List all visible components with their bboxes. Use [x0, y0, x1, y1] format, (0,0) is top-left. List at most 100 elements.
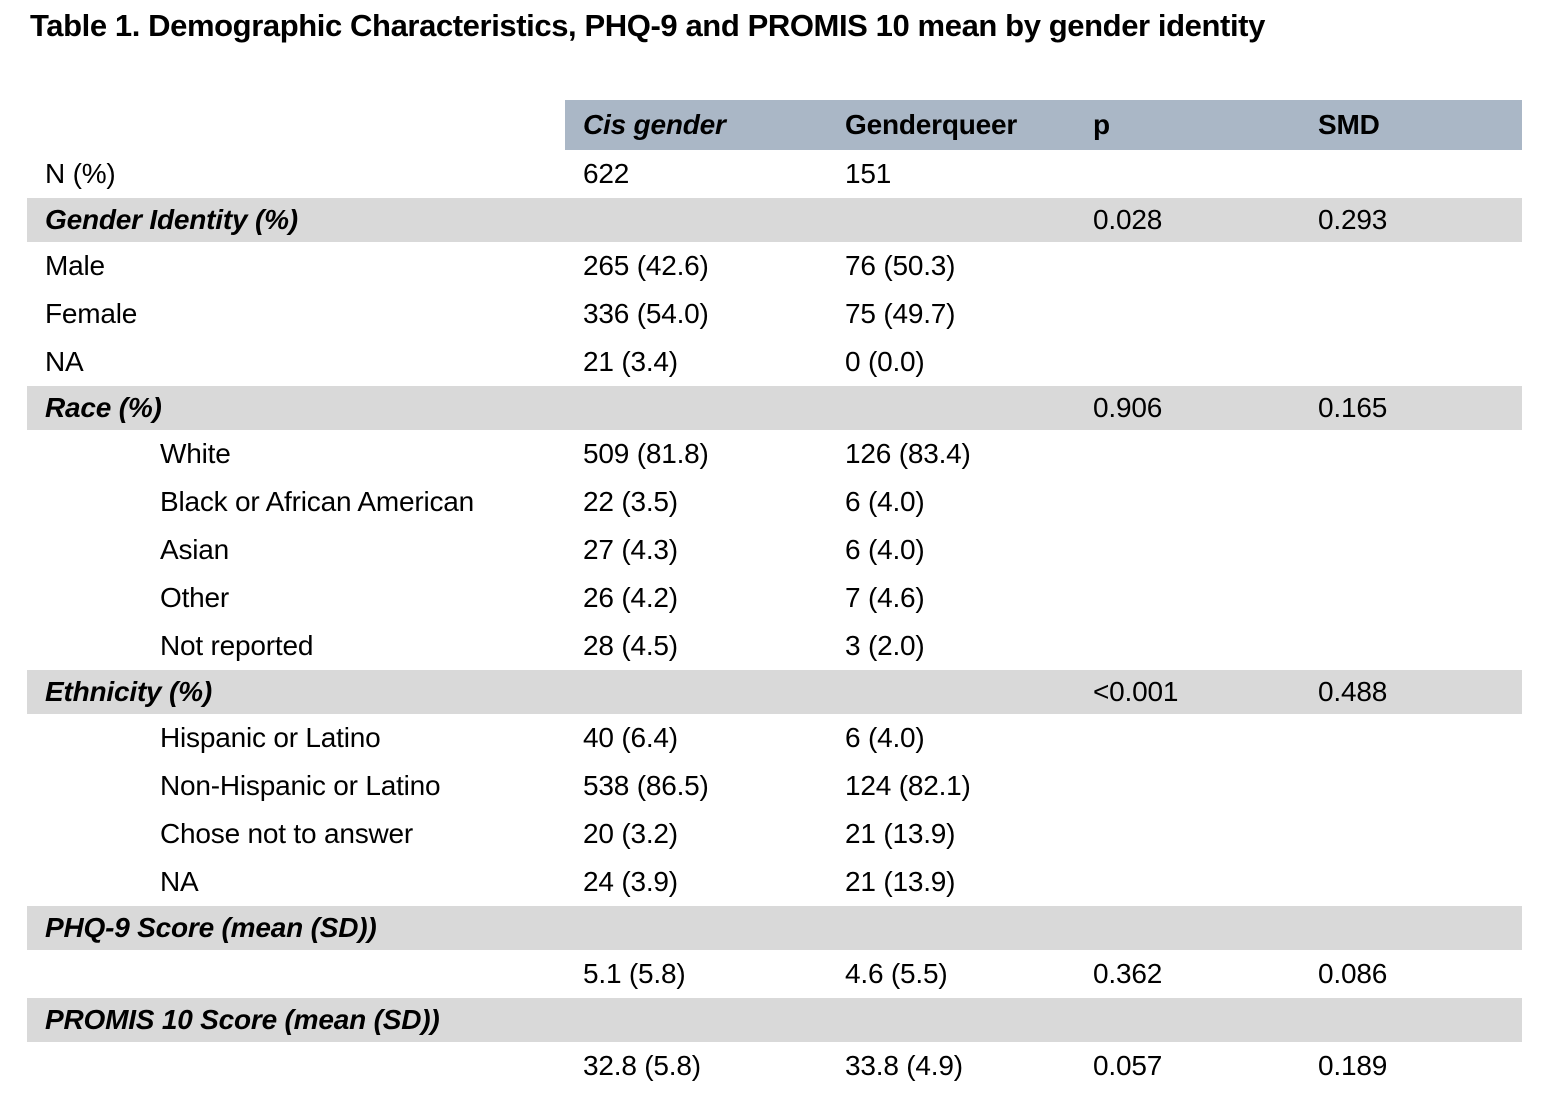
cis-gender-value: 509 (81.8): [565, 430, 827, 478]
row-label: Hispanic or Latino: [27, 714, 565, 762]
table-row-chose-not-answer: Chose not to answer 20 (3.2) 21 (13.9): [27, 810, 1522, 858]
section-label: Race (%): [27, 386, 565, 430]
smd-value: [1300, 858, 1522, 906]
row-label: NA: [27, 858, 565, 906]
smd-value: 0.293: [1300, 198, 1522, 242]
cis-gender-value: 24 (3.9): [565, 858, 827, 906]
row-label: Male: [27, 242, 565, 290]
p-value: [1075, 762, 1300, 810]
section-label: Ethnicity (%): [27, 670, 565, 714]
genderqueer-value: [827, 906, 1075, 950]
cis-gender-value: 21 (3.4): [565, 338, 827, 386]
table-row-na-gender: NA 21 (3.4) 0 (0.0): [27, 338, 1522, 386]
p-value: [1075, 858, 1300, 906]
cis-gender-value: 5.1 (5.8): [565, 950, 827, 998]
section-row-ethnicity: Ethnicity (%) <0.001 0.488: [27, 670, 1522, 714]
genderqueer-value: 6 (4.0): [827, 714, 1075, 762]
genderqueer-value: 6 (4.0): [827, 478, 1075, 526]
table-row-hispanic: Hispanic or Latino 40 (6.4) 6 (4.0): [27, 714, 1522, 762]
header-p: p: [1075, 100, 1300, 150]
cis-gender-value: 20 (3.2): [565, 810, 827, 858]
p-value: [1075, 622, 1300, 670]
p-value: [1075, 998, 1300, 1042]
genderqueer-value: 3 (2.0): [827, 622, 1075, 670]
p-value: [1075, 810, 1300, 858]
genderqueer-value: 75 (49.7): [827, 290, 1075, 338]
cis-gender-value: [565, 670, 827, 714]
smd-value: 0.086: [1300, 950, 1522, 998]
cis-gender-value: 265 (42.6): [565, 242, 827, 290]
section-row-race: Race (%) 0.906 0.165: [27, 386, 1522, 430]
header-smd: SMD: [1300, 100, 1522, 150]
header-genderqueer: Genderqueer: [827, 100, 1075, 150]
row-label: Other: [27, 574, 565, 622]
section-label: PROMIS 10 Score (mean (SD)): [27, 998, 565, 1042]
table-row-na-ethnicity: NA 24 (3.9) 21 (13.9): [27, 858, 1522, 906]
p-value: [1075, 430, 1300, 478]
genderqueer-value: 151: [827, 150, 1075, 198]
genderqueer-value: 33.8 (4.9): [827, 1042, 1075, 1090]
p-value: 0.028: [1075, 198, 1300, 242]
cis-gender-value: [565, 386, 827, 430]
section-label: PHQ-9 Score (mean (SD)): [27, 906, 565, 950]
cis-gender-value: [565, 906, 827, 950]
table-row-black: Black or African American 22 (3.5) 6 (4.…: [27, 478, 1522, 526]
row-label: Non-Hispanic or Latino: [27, 762, 565, 810]
p-value: <0.001: [1075, 670, 1300, 714]
smd-value: [1300, 622, 1522, 670]
p-value: [1075, 906, 1300, 950]
table-row-phq9-values: 5.1 (5.8) 4.6 (5.5) 0.362 0.086: [27, 950, 1522, 998]
p-value: [1075, 714, 1300, 762]
cis-gender-value: 22 (3.5): [565, 478, 827, 526]
section-row-promis10: PROMIS 10 Score (mean (SD)): [27, 998, 1522, 1042]
cis-gender-value: [565, 998, 827, 1042]
genderqueer-value: [827, 386, 1075, 430]
smd-value: [1300, 574, 1522, 622]
table-row-promis10-values: 32.8 (5.8) 33.8 (4.9) 0.057 0.189: [27, 1042, 1522, 1090]
smd-value: [1300, 906, 1522, 950]
genderqueer-value: [827, 198, 1075, 242]
p-value: [1075, 574, 1300, 622]
genderqueer-value: 0 (0.0): [827, 338, 1075, 386]
smd-value: [1300, 762, 1522, 810]
header-row: Cis gender Genderqueer p SMD: [27, 100, 1522, 150]
table-row-not-reported: Not reported 28 (4.5) 3 (2.0): [27, 622, 1522, 670]
row-label: Female: [27, 290, 565, 338]
header-empty-cell: [27, 100, 565, 150]
cis-gender-value: 40 (6.4): [565, 714, 827, 762]
row-label: Asian: [27, 526, 565, 574]
row-label: White: [27, 430, 565, 478]
smd-value: [1300, 290, 1522, 338]
cis-gender-value: 32.8 (5.8): [565, 1042, 827, 1090]
table-row-other-race: Other 26 (4.2) 7 (4.6): [27, 574, 1522, 622]
table-row-non-hispanic: Non-Hispanic or Latino 538 (86.5) 124 (8…: [27, 762, 1522, 810]
smd-value: 0.488: [1300, 670, 1522, 714]
table-row-female: Female 336 (54.0) 75 (49.7): [27, 290, 1522, 338]
genderqueer-value: 124 (82.1): [827, 762, 1075, 810]
cis-gender-value: 336 (54.0): [565, 290, 827, 338]
genderqueer-value: 76 (50.3): [827, 242, 1075, 290]
p-value: [1075, 150, 1300, 198]
genderqueer-value: 6 (4.0): [827, 526, 1075, 574]
row-label: NA: [27, 338, 565, 386]
header-cis-gender: Cis gender: [565, 100, 827, 150]
smd-value: 0.165: [1300, 386, 1522, 430]
cis-gender-value: 538 (86.5): [565, 762, 827, 810]
demographics-table: Cis gender Genderqueer p SMD N (%) 622 1…: [27, 100, 1522, 1090]
smd-value: [1300, 526, 1522, 574]
genderqueer-value: 126 (83.4): [827, 430, 1075, 478]
smd-value: [1300, 478, 1522, 526]
smd-value: [1300, 810, 1522, 858]
smd-value: [1300, 430, 1522, 478]
cis-gender-value: 28 (4.5): [565, 622, 827, 670]
smd-value: [1300, 242, 1522, 290]
row-label: [27, 1042, 565, 1090]
row-label: Chose not to answer: [27, 810, 565, 858]
row-label: N (%): [27, 150, 565, 198]
row-label: [27, 950, 565, 998]
table-title: Table 1. Demographic Characteristics, PH…: [30, 8, 1265, 43]
row-label: Black or African American: [27, 478, 565, 526]
table-row-asian: Asian 27 (4.3) 6 (4.0): [27, 526, 1522, 574]
p-value: [1075, 338, 1300, 386]
cis-gender-value: 26 (4.2): [565, 574, 827, 622]
